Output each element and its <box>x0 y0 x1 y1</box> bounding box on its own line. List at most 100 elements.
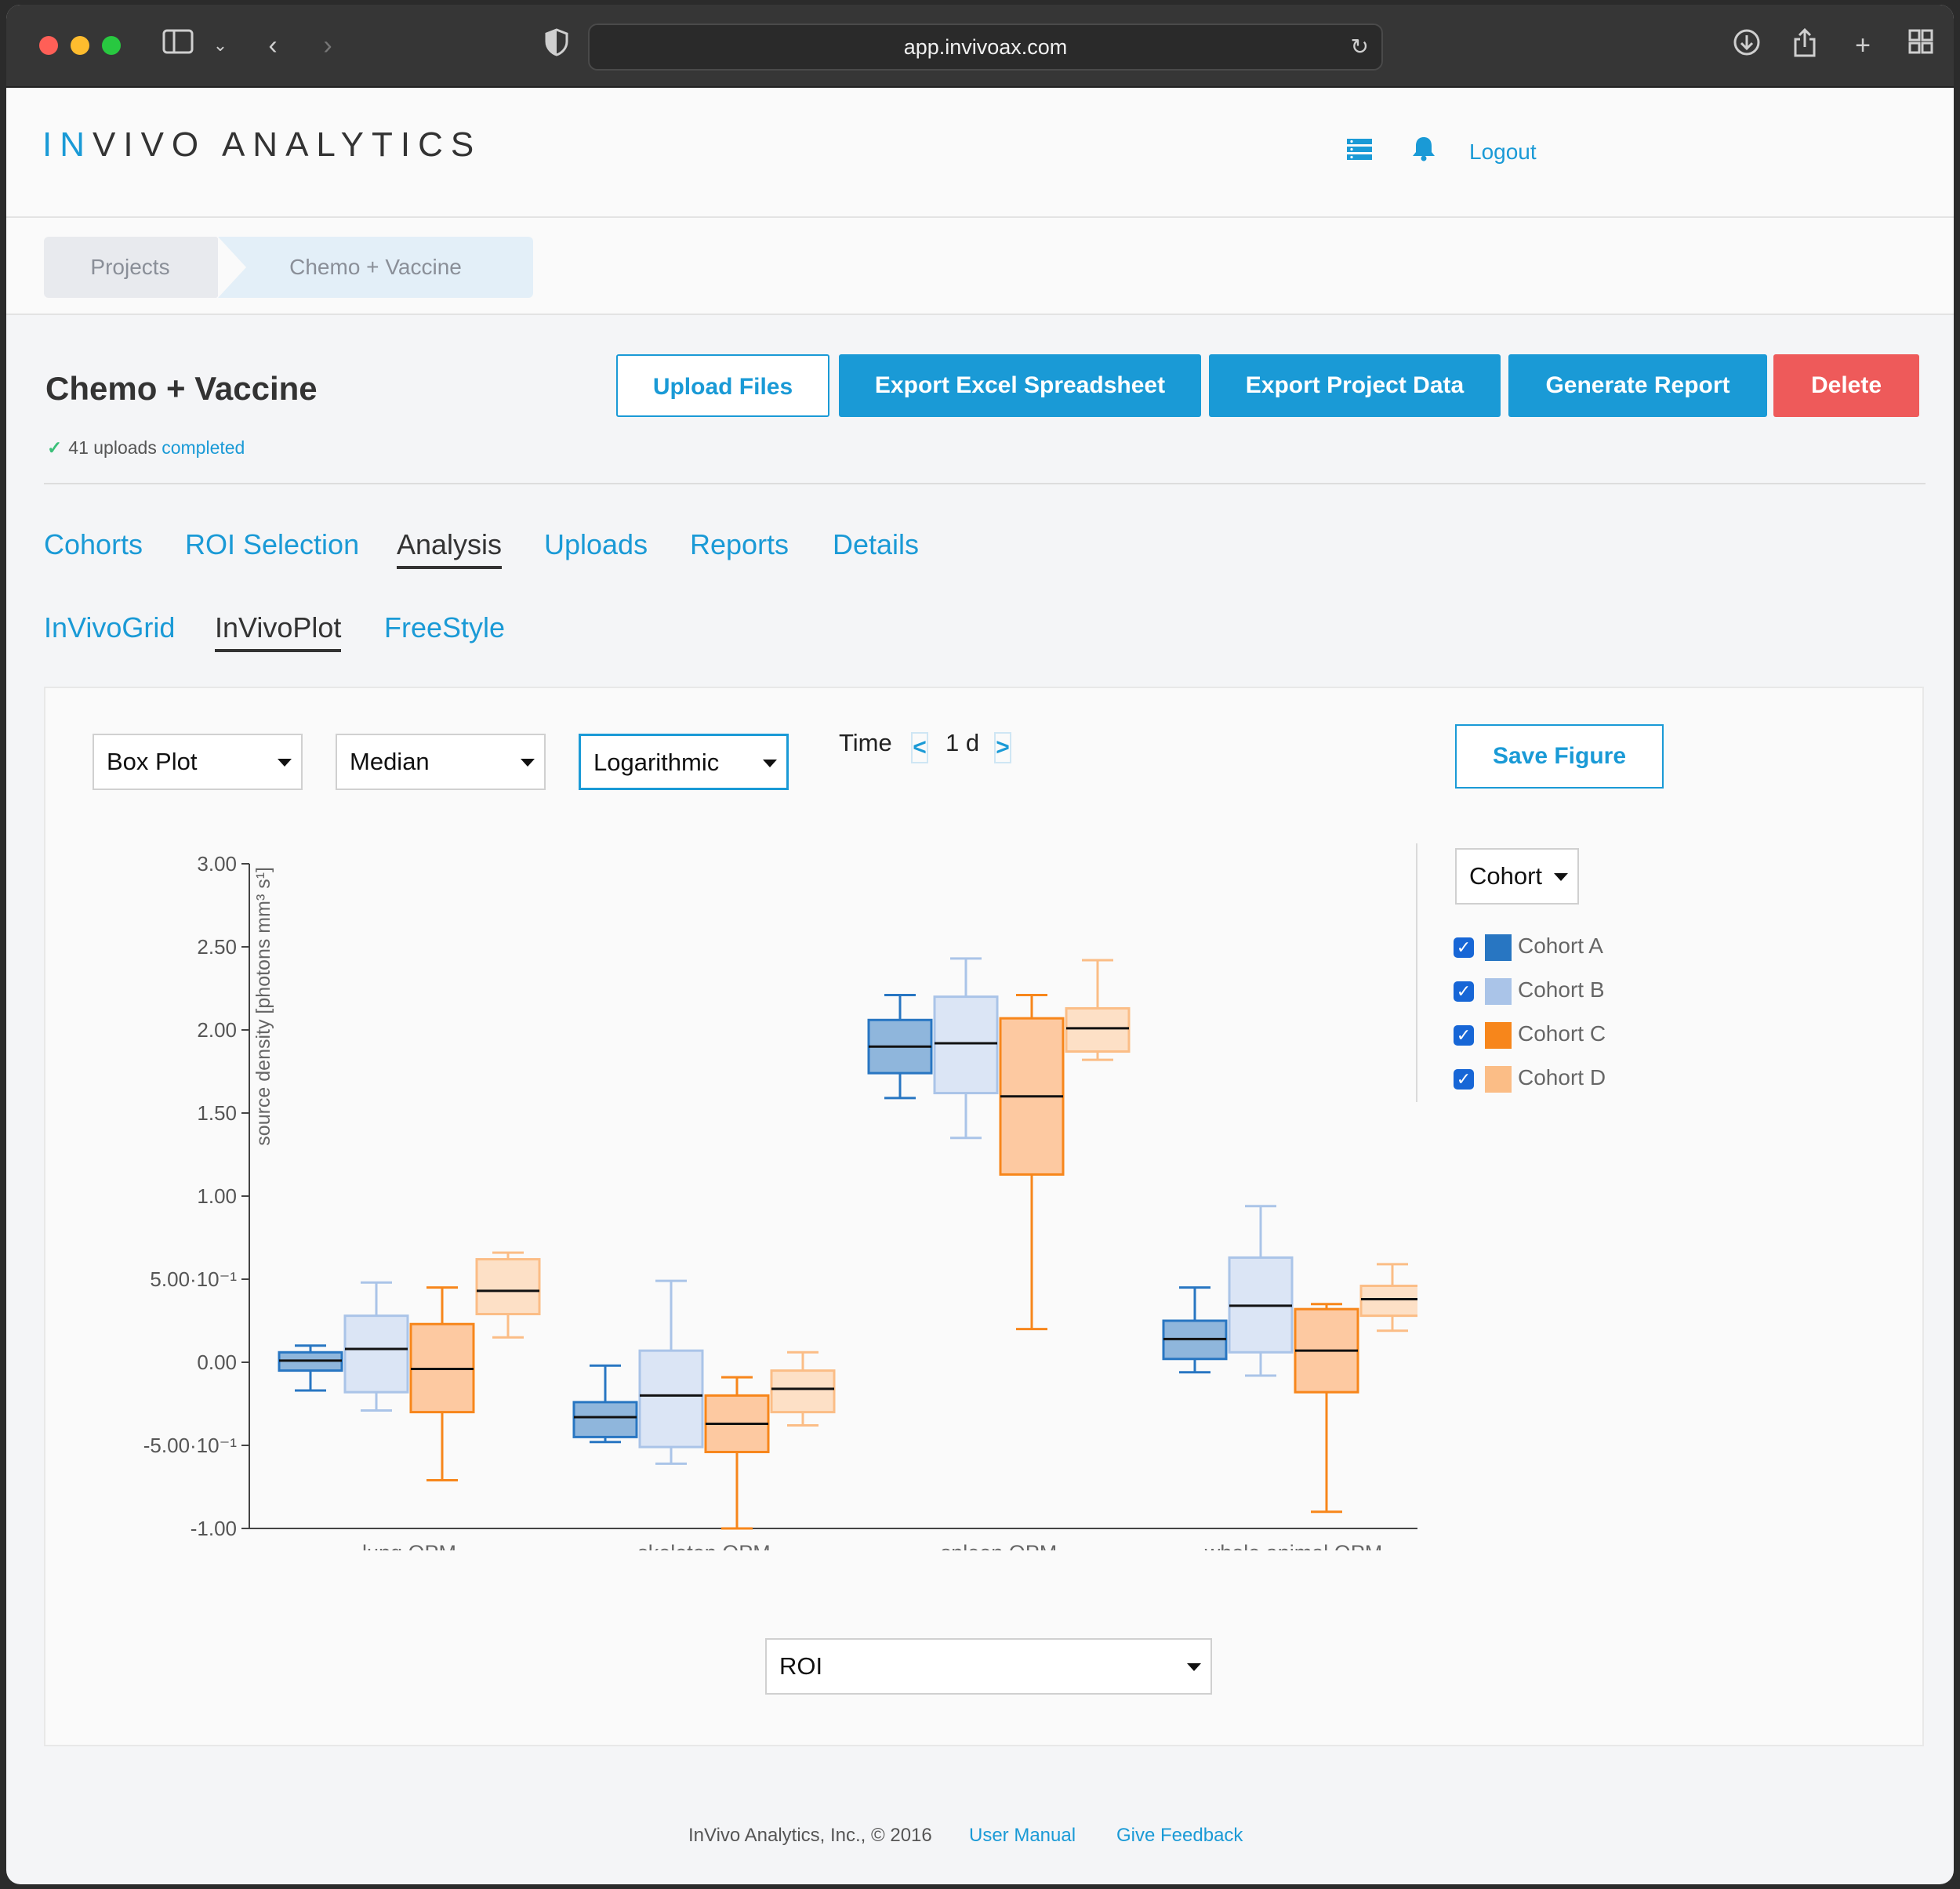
box <box>933 995 999 1095</box>
x-axis-select[interactable]: ROI <box>765 1638 1212 1695</box>
checkbox-checked-icon[interactable]: ✓ <box>1454 1068 1474 1090</box>
uploads-status: ✓ 41 uploads completed <box>47 437 245 459</box>
x-axis-value: ROI <box>779 1652 823 1680</box>
breadcrumb: Projects Chemo + Vaccine <box>6 218 1954 315</box>
export-excel-button[interactable]: Export Excel Spreadsheet <box>839 354 1201 417</box>
uploads-completed-link[interactable]: completed <box>162 437 245 458</box>
y-tick-label: 2.50 <box>197 935 237 959</box>
upload-files-button[interactable]: Upload Files <box>616 354 829 417</box>
share-icon[interactable] <box>1789 27 1820 63</box>
plot-type-value: Box Plot <box>107 748 198 775</box>
new-tab-icon[interactable]: + <box>1855 31 1871 60</box>
legend-swatch <box>1485 934 1512 961</box>
footer-feedback-link[interactable]: Give Feedback <box>1116 1825 1243 1847</box>
y-tick-label: 0.00 <box>197 1351 237 1374</box>
bell-icon[interactable] <box>1411 135 1436 169</box>
box <box>1359 1284 1417 1318</box>
section-divider <box>44 483 1926 484</box>
subtab-freestyle[interactable]: FreeStyle <box>384 611 506 644</box>
app-header: INVIVO ANALYTICS Logout <box>6 88 1954 218</box>
tab-roi-selection[interactable]: ROI Selection <box>185 528 360 560</box>
tab-analysis[interactable]: Analysis <box>397 528 503 569</box>
logout-link[interactable]: Logout <box>1469 140 1537 164</box>
save-figure-button[interactable]: Save Figure <box>1455 724 1664 789</box>
give-feedback-link[interactable]: Give Feedback <box>1116 1825 1243 1846</box>
user-manual-link[interactable]: User Manual <box>969 1825 1076 1846</box>
breadcrumb-current-project[interactable]: Chemo + Vaccine <box>218 237 533 298</box>
y-tick-label: 3.00 <box>197 852 237 876</box>
y-tick-label: 5.00·10⁻¹ <box>150 1267 237 1291</box>
legend-swatch <box>1485 1021 1512 1049</box>
footer-copyright: InVivo Analytics, Inc., © 2016 <box>688 1825 932 1846</box>
footer-user-manual-link[interactable]: User Manual <box>969 1825 1076 1847</box>
y-axis-label: source density [photons mm³ s¹] <box>252 867 274 1146</box>
invivo-logo[interactable]: INVIVO ANALYTICS <box>42 125 481 165</box>
export-project-data-button[interactable]: Export Project Data <box>1209 354 1501 417</box>
legend-label: Cohort D <box>1518 1065 1606 1090</box>
x-tick-label: spleen OPM <box>941 1541 1058 1550</box>
statistic-value: Median <box>350 748 430 775</box>
forward-arrow-icon[interactable]: › <box>323 31 332 60</box>
legend-item-cohort-d[interactable]: ✓ Cohort D <box>1454 1064 1606 1096</box>
logo-in: IN <box>42 125 93 164</box>
download-icon[interactable] <box>1731 28 1762 63</box>
caret-down-icon <box>521 759 535 767</box>
legend-swatch <box>1485 1065 1512 1093</box>
generate-report-button[interactable]: Generate Report <box>1508 354 1767 417</box>
address-bar[interactable]: app.invivoax.com ↻ <box>588 24 1383 71</box>
statistic-select[interactable]: Median <box>336 734 546 790</box>
shield-icon[interactable] <box>541 28 572 63</box>
caret-down-icon <box>1187 1663 1201 1671</box>
delete-button[interactable]: Delete <box>1773 354 1919 417</box>
legend-label: Cohort A <box>1518 934 1603 958</box>
y-tick-label: 2.00 <box>197 1018 237 1042</box>
box <box>1065 1006 1131 1053</box>
caret-down-icon <box>278 759 292 767</box>
back-arrow-icon[interactable]: ‹ <box>268 31 278 60</box>
uploads-count: 41 uploads <box>68 437 157 458</box>
tab-overview-icon[interactable] <box>1905 28 1936 63</box>
page-title: Chemo + Vaccine <box>45 370 318 407</box>
group-by-value: Cohort <box>1469 862 1543 890</box>
caret-down-icon <box>763 760 777 767</box>
tab-cohorts[interactable]: Cohorts <box>44 528 143 560</box>
tab-reports[interactable]: Reports <box>690 528 789 560</box>
breadcrumb-projects[interactable]: Projects <box>44 237 246 298</box>
scale-select[interactable]: Logarithmic <box>579 734 789 790</box>
url-text: app.invivoax.com <box>903 35 1068 59</box>
reload-icon[interactable]: ↻ <box>1350 34 1369 59</box>
x-tick-label: lung OPM <box>362 1541 456 1550</box>
legend-label: Cohort C <box>1518 1021 1606 1046</box>
checkbox-checked-icon[interactable]: ✓ <box>1454 937 1474 958</box>
legend-item-cohort-b[interactable]: ✓ Cohort B <box>1454 977 1605 1008</box>
box <box>475 1258 541 1316</box>
checkbox-checked-icon[interactable]: ✓ <box>1454 981 1474 1002</box>
checkbox-checked-icon[interactable]: ✓ <box>1454 1024 1474 1046</box>
group-by-select[interactable]: Cohort <box>1455 848 1579 905</box>
minimize-window-button[interactable] <box>71 36 89 55</box>
y-tick-label: 1.50 <box>197 1101 237 1125</box>
server-icon[interactable] <box>1345 135 1374 169</box>
box <box>770 1369 836 1414</box>
tab-details[interactable]: Details <box>833 528 920 560</box>
time-prev-button[interactable]: < <box>911 732 928 763</box>
box <box>343 1314 409 1394</box>
tab-uploads[interactable]: Uploads <box>544 528 648 560</box>
legend-item-cohort-a[interactable]: ✓ Cohort A <box>1454 933 1603 964</box>
legend-divider <box>1416 843 1417 1102</box>
chevron-down-icon[interactable]: ⌄ <box>212 35 228 55</box>
y-tick-label: -5.00·10⁻¹ <box>143 1434 238 1457</box>
time-next-button[interactable]: > <box>994 732 1011 763</box>
subtab-invivogrid[interactable]: InVivoGrid <box>44 611 176 644</box>
close-window-button[interactable] <box>39 36 58 55</box>
legend-item-cohort-c[interactable]: ✓ Cohort C <box>1454 1021 1606 1052</box>
sidebar-toggle-icon[interactable] <box>160 28 196 63</box>
zoom-window-button[interactable] <box>102 36 121 55</box>
subtab-invivoplot[interactable]: InVivoPlot <box>215 611 342 652</box>
box-plot-chart: 3.00 2.50 2.00 1.50 1.00 5.00·10⁻¹ 0.00 -5.00·1… <box>143 852 1417 1550</box>
plot-type-select[interactable]: Box Plot <box>93 734 303 790</box>
y-tick-label: -1.00 <box>191 1517 237 1540</box>
browser-titlebar: ⌄ ‹ › app.invivoax.com ↻ + <box>6 5 1954 88</box>
time-label: Time <box>839 729 892 756</box>
caret-down-icon <box>1554 873 1568 881</box>
